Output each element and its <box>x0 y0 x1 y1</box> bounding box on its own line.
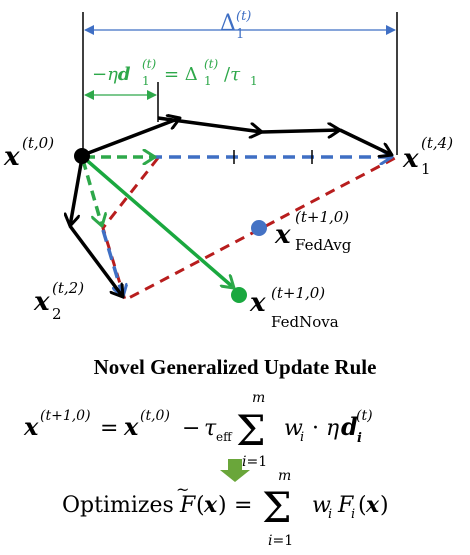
svg-text:x: x <box>203 492 218 518</box>
svg-text:x: x <box>274 220 291 250</box>
svg-text:x: x <box>249 288 266 318</box>
client2-end-label: x (t,2) 2 <box>33 279 84 323</box>
update-equation: x (t+1,0) = x (t,0) − τ eff Σ m i=1 w i … <box>23 390 373 470</box>
svg-text:i=1: i=1 <box>268 533 293 549</box>
svg-text:FedAvg: FedAvg <box>295 236 352 254</box>
client1-end-label: x (t,4) 1 <box>402 134 453 178</box>
svg-text:=: = <box>234 493 252 518</box>
client1-step-1 <box>82 118 180 157</box>
objective-equation: F ~ ( x ) = Σ m i=1 w i F i ( x ) <box>176 468 389 549</box>
start-point-dot <box>74 148 90 164</box>
svg-text:): ) <box>218 493 227 518</box>
svg-text:Δ: Δ <box>220 11 236 36</box>
svg-text:(t,4): (t,4) <box>421 134 453 152</box>
svg-text:·: · <box>312 416 319 441</box>
client1-step-4 <box>339 128 392 155</box>
fedavg-label: x (t+1,0) FedAvg <box>274 208 352 254</box>
svg-text:(t+1,0): (t+1,0) <box>40 408 91 424</box>
green-dashed-step-down <box>81 159 102 226</box>
fednova-arrow <box>81 155 234 288</box>
svg-text:x: x <box>365 492 380 518</box>
svg-text:1: 1 <box>142 74 150 88</box>
svg-text:1: 1 <box>421 160 431 178</box>
optimizes-label: Optimizes <box>62 493 174 518</box>
fednova-label: x (t+1,0) FedNova <box>249 284 339 331</box>
svg-text:eff: eff <box>216 430 233 444</box>
svg-text:x: x <box>402 144 419 174</box>
svg-text:i=1: i=1 <box>242 454 267 470</box>
svg-text:=: = <box>100 416 118 441</box>
svg-text:η: η <box>326 416 339 441</box>
svg-text:(t+1,0): (t+1,0) <box>271 284 325 302</box>
svg-text:i: i <box>357 431 362 446</box>
svg-text:/τ: /τ <box>224 64 241 85</box>
dashed-triangle <box>101 155 398 303</box>
svg-text:−: − <box>182 416 200 441</box>
svg-text:F: F <box>179 493 196 518</box>
svg-text:Σ: Σ <box>262 483 292 532</box>
svg-text:Σ: Σ <box>236 406 266 455</box>
svg-text:(t,2): (t,2) <box>52 279 84 297</box>
svg-text:x: x <box>123 412 139 441</box>
start-point-label: x (t,0) <box>3 134 54 172</box>
svg-text:(t): (t) <box>142 57 157 71</box>
svg-text:x: x <box>23 412 39 441</box>
svg-text:(t,0): (t,0) <box>22 134 54 152</box>
svg-text:i: i <box>328 507 332 522</box>
svg-text:i: i <box>300 430 304 445</box>
svg-text:(t+1,0): (t+1,0) <box>295 208 349 226</box>
client1-step-3 <box>261 130 340 132</box>
svg-text:F: F <box>337 493 354 518</box>
delta-label: Δ (t) 1 <box>220 9 251 42</box>
down-arrow-icon <box>220 459 250 482</box>
svg-text:1: 1 <box>250 74 258 88</box>
svg-text:m: m <box>278 468 291 484</box>
svg-text:(: ( <box>358 493 367 518</box>
fednova-dot <box>231 287 247 303</box>
rule-title: Novel Generalized Update Rule <box>94 355 377 379</box>
client2-step-2 <box>68 224 123 297</box>
svg-text:(t): (t) <box>236 9 251 24</box>
svg-text:τ: τ <box>204 416 217 441</box>
svg-text:−ηd: −ηd <box>92 64 131 85</box>
svg-text:x: x <box>3 142 20 172</box>
step-label: −ηd (t) 1 = Δ (t) 1 /τ 1 <box>92 57 258 88</box>
svg-text:x: x <box>33 287 50 317</box>
svg-text:1: 1 <box>236 27 244 42</box>
fedavg-dot <box>251 220 267 236</box>
svg-text:w: w <box>312 493 331 518</box>
client2-step-1 <box>70 157 84 226</box>
svg-text:d: d <box>341 412 358 441</box>
svg-text:i: i <box>351 507 355 522</box>
svg-text:(: ( <box>196 493 205 518</box>
client1-step-2 <box>157 116 262 132</box>
svg-text:(t,0): (t,0) <box>140 408 170 424</box>
svg-text:): ) <box>380 493 389 518</box>
svg-text:2: 2 <box>52 305 62 323</box>
svg-text:1: 1 <box>204 74 212 88</box>
svg-text:(t): (t) <box>356 408 373 424</box>
svg-text:w: w <box>284 416 303 441</box>
svg-text:m: m <box>252 390 265 406</box>
svg-text:= Δ: = Δ <box>164 64 198 85</box>
svg-text:(t): (t) <box>204 57 219 71</box>
svg-text:FedNova: FedNova <box>271 313 339 331</box>
svg-text:~: ~ <box>176 480 189 499</box>
